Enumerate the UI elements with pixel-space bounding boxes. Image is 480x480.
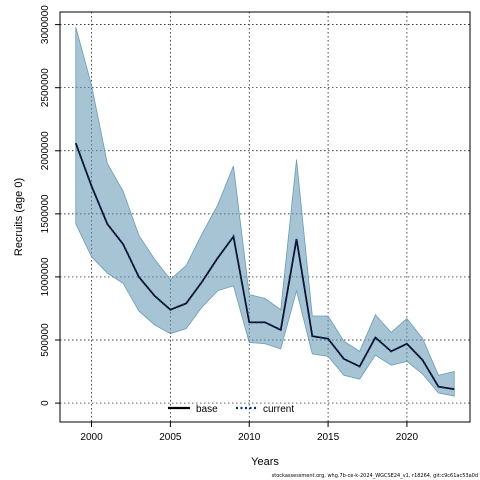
legend-label-current: current: [263, 404, 294, 415]
legend: base current: [168, 404, 294, 415]
confidence-band: [75, 27, 455, 397]
plot-frame: [59, 11, 471, 423]
y-tick-label-5: 2500000: [40, 68, 51, 107]
x-axis-title: Years: [251, 456, 279, 468]
footnote: stockassessment.org, whg.7b-ce-k-2024_WG…: [271, 473, 478, 479]
y-tick-label-4: 2000000: [40, 131, 51, 170]
x-tick-label-3: 2015: [317, 432, 340, 443]
y-tick-label-0: 0: [40, 400, 51, 406]
y-tick-label-6: 3000000: [40, 5, 51, 44]
series-lines: [74, 142, 455, 391]
x-tick-label-0: 2000: [80, 432, 103, 443]
y-axis-title: Recruits (age 0): [13, 178, 25, 256]
y-axis: 0 500000 1000000 1500000 2000000 2500000 30000…: [40, 5, 60, 406]
x-tick-label-1: 2005: [159, 432, 182, 443]
x-tick-label-4: 2020: [396, 432, 419, 443]
x-axis: 2000 2005 2010 2015 2020: [80, 422, 418, 443]
series-line-current: [74, 142, 455, 391]
legend-label-base: base: [196, 404, 218, 415]
x-tick-label-2: 2010: [238, 432, 261, 443]
y-tick-label-2: 1000000: [40, 257, 51, 296]
y-tick-label-1: 500000: [40, 323, 51, 357]
y-tick-label-3: 1500000: [40, 194, 51, 233]
